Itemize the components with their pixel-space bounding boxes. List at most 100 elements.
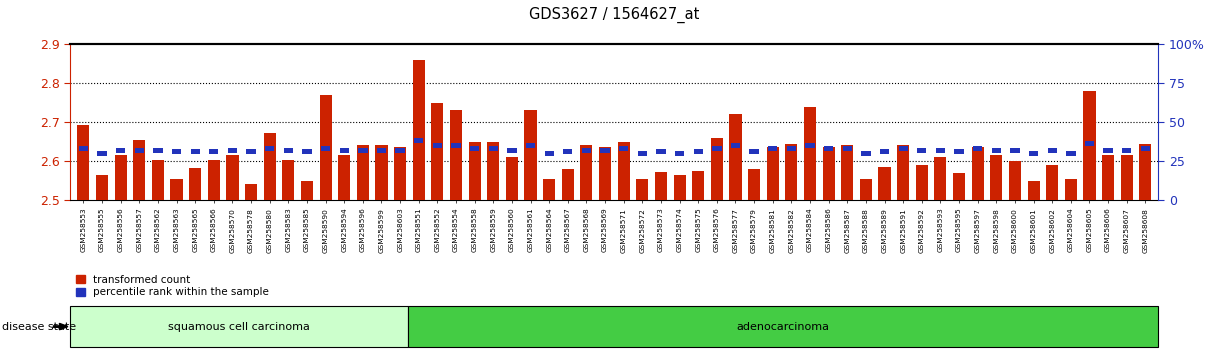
Bar — [135, 148, 144, 153]
Bar — [526, 143, 535, 148]
Bar — [79, 146, 89, 151]
Bar — [934, 157, 946, 200]
Bar — [1009, 161, 1021, 200]
Bar — [338, 155, 351, 200]
Bar — [507, 148, 517, 153]
Text: adenocarcinoma: adenocarcinoma — [736, 321, 830, 332]
Bar — [302, 149, 312, 154]
Legend: transformed count, percentile rank within the sample: transformed count, percentile rank withi… — [75, 275, 269, 297]
Bar — [190, 149, 200, 154]
Bar — [750, 149, 759, 154]
Bar — [860, 178, 872, 200]
Bar — [917, 148, 927, 153]
Bar — [804, 107, 816, 200]
Bar — [543, 178, 556, 200]
Bar — [655, 172, 667, 200]
Bar — [358, 148, 368, 153]
Bar — [114, 155, 126, 200]
Bar — [617, 142, 630, 200]
Bar — [301, 181, 313, 200]
Bar — [711, 138, 723, 200]
Bar — [1140, 146, 1150, 151]
Bar — [395, 148, 405, 153]
Bar — [805, 143, 815, 148]
Text: disease state: disease state — [2, 321, 76, 332]
Bar — [656, 149, 666, 154]
Bar — [451, 143, 461, 148]
Bar — [674, 151, 684, 156]
Bar — [638, 151, 647, 156]
Bar — [1010, 148, 1020, 153]
Bar — [1084, 141, 1094, 147]
Bar — [785, 143, 797, 200]
Bar — [580, 145, 592, 200]
Bar — [562, 169, 574, 200]
Bar — [1066, 151, 1076, 156]
Bar — [394, 148, 406, 200]
Bar — [1027, 181, 1040, 200]
Bar — [152, 160, 164, 200]
Bar — [1065, 178, 1077, 200]
Bar — [469, 146, 479, 151]
Bar — [545, 151, 554, 156]
Bar — [843, 146, 852, 151]
Bar — [266, 146, 274, 151]
Bar — [116, 148, 125, 153]
Bar — [899, 146, 907, 151]
Bar — [582, 148, 591, 153]
Bar — [767, 148, 779, 200]
Bar — [227, 155, 239, 200]
Bar — [730, 143, 740, 148]
Text: GDS3627 / 1564627_at: GDS3627 / 1564627_at — [529, 7, 700, 23]
Bar — [824, 146, 833, 151]
Bar — [973, 146, 983, 151]
Bar — [133, 140, 146, 200]
Text: squamous cell carcinoma: squamous cell carcinoma — [169, 321, 311, 332]
Bar — [619, 146, 628, 151]
Bar — [712, 146, 722, 151]
Bar — [563, 149, 573, 154]
Bar — [189, 168, 201, 200]
Bar — [78, 125, 90, 200]
Bar — [245, 184, 257, 200]
Bar — [171, 179, 183, 200]
Bar — [284, 148, 294, 153]
Bar — [207, 160, 220, 200]
Bar — [1139, 143, 1151, 200]
Bar — [319, 95, 331, 200]
Bar — [246, 149, 256, 154]
Bar — [1121, 155, 1133, 200]
Bar — [1083, 91, 1095, 200]
Bar — [340, 148, 349, 153]
Bar — [283, 160, 295, 200]
Bar — [600, 148, 610, 153]
Bar — [96, 175, 108, 200]
Bar — [432, 103, 444, 200]
Bar — [506, 157, 518, 200]
Bar — [209, 149, 218, 154]
Bar — [842, 145, 853, 200]
Bar — [916, 165, 928, 200]
Bar — [153, 148, 163, 153]
Bar — [1104, 148, 1112, 153]
Bar — [768, 146, 778, 151]
Bar — [524, 110, 536, 200]
Bar — [637, 178, 649, 200]
Bar — [693, 171, 705, 200]
Bar — [489, 146, 499, 151]
Bar — [228, 148, 237, 153]
Bar — [861, 151, 871, 156]
Bar — [822, 148, 835, 200]
Bar — [1048, 148, 1057, 153]
Bar — [878, 167, 890, 200]
Bar — [729, 114, 741, 200]
Bar — [263, 133, 275, 200]
Bar — [1029, 151, 1038, 156]
Bar — [990, 155, 1002, 200]
Bar — [376, 145, 387, 200]
Bar — [172, 149, 181, 154]
Bar — [599, 148, 611, 200]
Bar — [1103, 155, 1115, 200]
Bar — [414, 138, 423, 143]
Bar — [748, 169, 761, 200]
